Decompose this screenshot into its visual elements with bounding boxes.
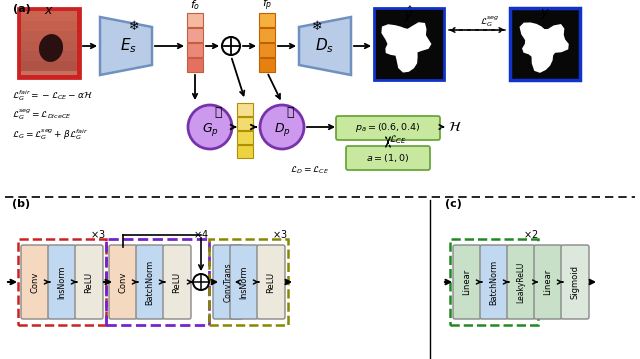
Text: (b): (b) [12,199,30,209]
Text: $p_a=(0.6,0.4)$: $p_a=(0.6,0.4)$ [355,121,421,135]
Bar [259,58,275,72]
Bar [18,239,106,325]
Circle shape [193,274,209,290]
Text: $\mathcal{L}_D=\mathcal{L}_{CE}$: $\mathcal{L}_D=\mathcal{L}_{CE}$ [291,164,330,176]
Bar [21,41,77,51]
Bar [237,131,253,144]
Text: $\mathcal{L}_G^{fair}=-\mathcal{L}_{CE}-\alpha\mathcal{H}$: $\mathcal{L}_G^{fair}=-\mathcal{L}_{CE}-… [12,89,93,103]
Bar [237,117,253,130]
Polygon shape [299,17,351,75]
Text: $\mathcal{L}_G=\mathcal{L}_G^{seg}+\beta\mathcal{L}_G^{fair}$: $\mathcal{L}_G=\mathcal{L}_G^{seg}+\beta… [12,127,88,143]
FancyBboxPatch shape [507,245,535,319]
FancyBboxPatch shape [346,146,430,170]
Bar [21,11,77,21]
Bar [259,28,275,42]
Text: $D_p$: $D_p$ [274,121,291,137]
Bar [187,13,203,27]
Bar [510,8,580,80]
Text: ❄: ❄ [312,19,323,33]
FancyBboxPatch shape [213,245,243,319]
Text: InsNorm: InsNorm [58,265,67,299]
Circle shape [188,105,232,149]
Text: $E_s$: $E_s$ [120,37,136,55]
Text: $f_o$: $f_o$ [190,0,200,12]
Bar [187,43,203,57]
Text: ReLU: ReLU [84,271,93,293]
Text: $\hat{y}$: $\hat{y}$ [404,4,414,24]
FancyBboxPatch shape [534,245,562,319]
Text: $y$: $y$ [540,7,550,21]
Text: $\mathcal{L}_{CE}$: $\mathcal{L}_{CE}$ [389,134,407,146]
Bar [18,8,80,78]
FancyBboxPatch shape [453,245,481,319]
Text: $G_p$: $G_p$ [202,121,218,137]
Bar [237,145,253,158]
Bar [374,8,444,80]
Bar [187,58,203,72]
Text: $\times 2$: $\times 2$ [523,228,538,240]
FancyBboxPatch shape [336,116,440,140]
Text: $\times 3$: $\times 3$ [90,228,106,240]
Bar [259,13,275,27]
FancyBboxPatch shape [561,245,589,319]
Bar [21,21,77,31]
FancyBboxPatch shape [48,245,76,319]
Text: Sigmoid: Sigmoid [570,265,579,299]
Text: ❄: ❄ [129,19,140,33]
Text: (a): (a) [13,4,31,14]
Polygon shape [520,23,569,73]
Text: $\mathcal{H}$: $\mathcal{H}$ [448,120,462,134]
Text: LeakyReLU: LeakyReLU [516,261,525,303]
Text: ReLU: ReLU [266,271,275,293]
FancyBboxPatch shape [230,245,258,319]
Bar [21,61,77,71]
Text: ReLU: ReLU [173,271,182,293]
Ellipse shape [39,34,63,62]
Circle shape [260,105,304,149]
Polygon shape [100,17,152,75]
Text: $\times 4$: $\times 4$ [193,228,209,240]
Text: $x$: $x$ [44,4,54,17]
Text: Linear: Linear [463,269,472,295]
FancyBboxPatch shape [75,245,103,319]
Polygon shape [381,22,431,73]
Text: $f_p$: $f_p$ [262,0,272,13]
Bar [21,11,77,75]
Text: Linear: Linear [543,269,552,295]
Text: InsNorm: InsNorm [239,265,248,299]
Bar [21,51,77,61]
Bar [21,31,77,41]
Text: 🔥: 🔥 [214,107,221,120]
Text: BatchNorm: BatchNorm [145,259,154,305]
Text: $\mathcal{L}_G^{seg}$: $\mathcal{L}_G^{seg}$ [481,14,500,29]
Circle shape [222,37,240,55]
Text: Conv: Conv [118,271,127,293]
Bar [187,28,203,42]
Text: Conv: Conv [31,271,40,293]
FancyBboxPatch shape [136,245,164,319]
Text: (c): (c) [445,199,462,209]
Bar [259,43,275,57]
Bar [237,103,253,116]
FancyBboxPatch shape [257,245,285,319]
Text: $a=(1,0)$: $a=(1,0)$ [367,152,410,164]
Text: $\mathcal{L}_G^{seg}=\mathcal{L}_{DiceCE}$: $\mathcal{L}_G^{seg}=\mathcal{L}_{DiceCE… [12,108,72,122]
Text: ConvTrans: ConvTrans [223,262,232,302]
Text: $\times 3$: $\times 3$ [273,228,288,240]
Text: 🔥: 🔥 [286,107,294,120]
Bar [106,239,209,325]
Text: $D_s$: $D_s$ [316,37,335,55]
FancyBboxPatch shape [21,245,49,319]
FancyBboxPatch shape [163,245,191,319]
FancyBboxPatch shape [109,245,137,319]
Text: BatchNorm: BatchNorm [490,259,499,305]
Bar [209,239,288,325]
FancyBboxPatch shape [480,245,508,319]
Bar [450,239,538,325]
